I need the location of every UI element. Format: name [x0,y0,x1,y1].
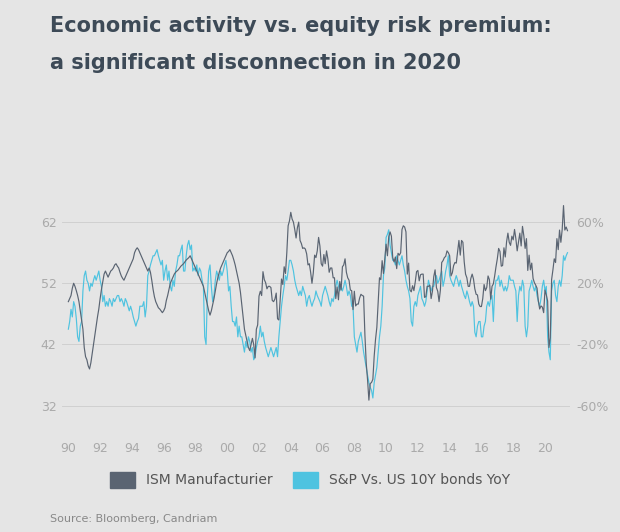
Text: Source: Bloomberg, Candriam: Source: Bloomberg, Candriam [50,514,217,524]
Text: Economic activity vs. equity risk premium:: Economic activity vs. equity risk premiu… [50,16,551,36]
Legend: ISM Manufacturier, S&P Vs. US 10Y bonds YoY: ISM Manufacturier, S&P Vs. US 10Y bonds … [104,466,516,493]
Text: a significant disconnection in 2020: a significant disconnection in 2020 [50,53,461,73]
